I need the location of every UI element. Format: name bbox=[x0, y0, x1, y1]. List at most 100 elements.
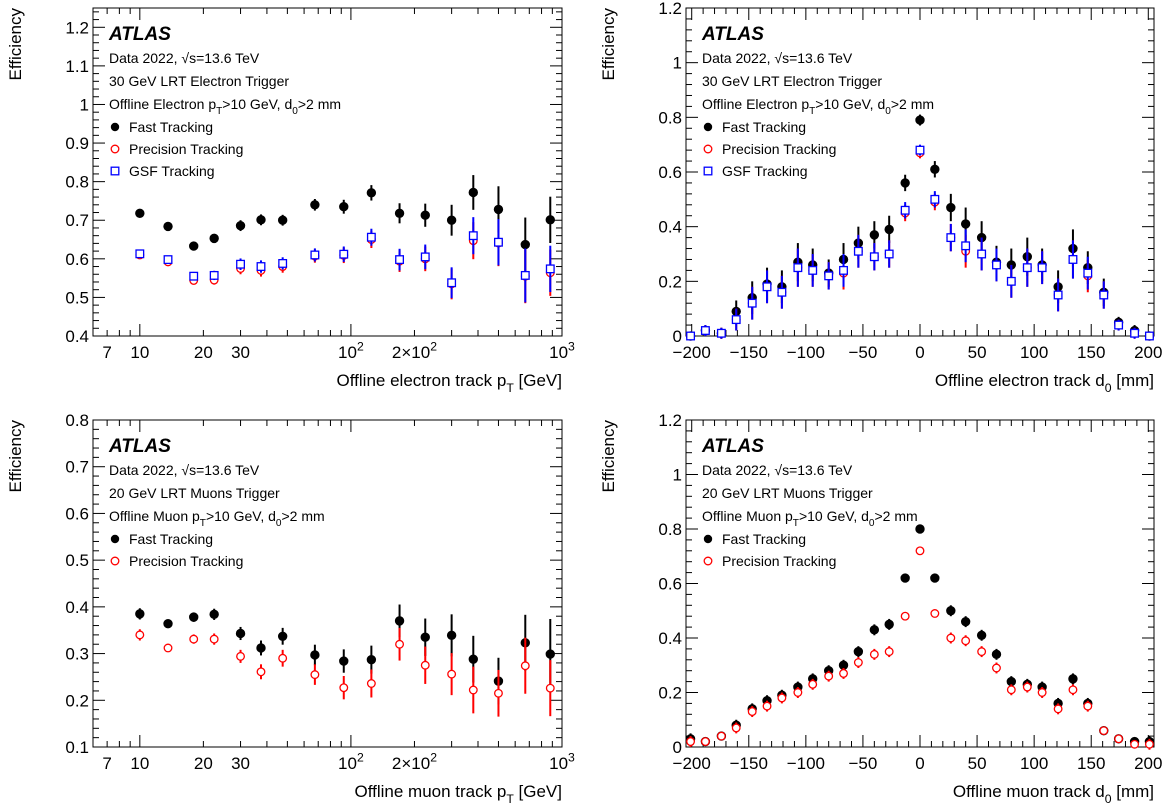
data-point bbox=[884, 647, 894, 657]
annotation: Offline Electron pT>10 GeV, d0>2 mm bbox=[109, 96, 341, 117]
y-tick-label: 0.4 bbox=[658, 218, 682, 237]
x-tick-label: −100 bbox=[787, 343, 825, 362]
x-tick-label: −50 bbox=[849, 754, 878, 773]
data-point bbox=[545, 264, 555, 274]
x-tick-label: 10 bbox=[130, 754, 149, 773]
x-tick-label: −200 bbox=[673, 754, 711, 773]
y-tick-label: 0.4 bbox=[65, 327, 89, 346]
data-point bbox=[446, 215, 457, 225]
data-point bbox=[447, 278, 457, 288]
data-point bbox=[869, 230, 880, 240]
y-tick-label: 0.1 bbox=[65, 738, 89, 757]
data-point bbox=[135, 630, 145, 640]
series-precision-tracking bbox=[135, 219, 555, 304]
x-tick-label: 0 bbox=[915, 343, 924, 362]
data-point bbox=[1144, 739, 1154, 749]
data-point bbox=[420, 210, 430, 220]
x-tick-label: 100 bbox=[1020, 343, 1048, 362]
data-point bbox=[884, 224, 894, 235]
data-point bbox=[1037, 688, 1047, 697]
data-point bbox=[545, 215, 555, 225]
legend-marker bbox=[703, 144, 713, 154]
x-tick-label: 200 bbox=[1134, 343, 1162, 362]
data-point bbox=[493, 204, 504, 215]
y-tick-label: 0.2 bbox=[65, 691, 89, 710]
data-point bbox=[884, 619, 894, 630]
data-point bbox=[447, 669, 457, 679]
x-tick-label: 150 bbox=[1077, 754, 1105, 773]
data-point bbox=[900, 178, 910, 188]
y-tick-label: 0.2 bbox=[658, 272, 682, 291]
data-point bbox=[961, 241, 971, 251]
annotation: Data 2022, √s=13.6 TeV bbox=[109, 462, 260, 478]
annotation: Offline Electron pT>10 GeV, d0>2 mm bbox=[702, 96, 934, 117]
data-point bbox=[278, 259, 288, 268]
data-point bbox=[209, 634, 219, 644]
data-point bbox=[930, 164, 940, 174]
data-point bbox=[946, 633, 956, 643]
y-tick-label: 0.7 bbox=[65, 211, 89, 230]
y-tick-label: 1.2 bbox=[65, 18, 89, 37]
x-tick-label: 2×102​ bbox=[392, 750, 437, 773]
data-point bbox=[394, 616, 405, 626]
data-point bbox=[339, 683, 349, 693]
data-point bbox=[961, 636, 971, 646]
x-tick-label: 2×102​ bbox=[392, 339, 437, 362]
y-tick-label: 1.2 bbox=[658, 411, 682, 430]
legend-marker bbox=[110, 166, 120, 176]
data-point bbox=[946, 606, 956, 616]
data-point bbox=[716, 328, 726, 338]
atlas-label: ATLAS bbox=[701, 436, 764, 457]
x-tick-label: 102​ bbox=[338, 339, 364, 362]
data-point bbox=[900, 573, 910, 583]
data-point bbox=[1068, 674, 1078, 684]
data-point bbox=[930, 573, 940, 583]
data-point bbox=[189, 634, 199, 644]
data-point bbox=[395, 255, 405, 265]
y-tick-label: 0 bbox=[673, 738, 682, 757]
data-point bbox=[209, 609, 219, 620]
data-point bbox=[930, 609, 940, 618]
data-point bbox=[1099, 290, 1109, 300]
annotation: Data 2022, √s=13.6 TeV bbox=[702, 50, 853, 66]
y-tick-label: 1 bbox=[80, 95, 89, 114]
data-point bbox=[930, 194, 940, 204]
data-point bbox=[420, 252, 430, 262]
x-tick-label: 100 bbox=[1020, 754, 1048, 773]
data-point bbox=[468, 187, 478, 198]
data-point bbox=[446, 630, 457, 641]
data-point bbox=[468, 654, 478, 664]
y-tick-label: 0.8 bbox=[65, 173, 89, 192]
plot-frame bbox=[92, 7, 563, 337]
data-point bbox=[135, 249, 145, 259]
x-tick-label: −150 bbox=[730, 754, 768, 773]
data-point bbox=[310, 200, 320, 210]
data-point bbox=[747, 707, 757, 717]
annotation: Data 2022, √s=13.6 TeV bbox=[109, 50, 260, 66]
data-point bbox=[869, 252, 879, 262]
y-tick-label: 0.8 bbox=[65, 411, 89, 430]
data-point bbox=[1144, 331, 1154, 341]
data-point bbox=[520, 270, 530, 280]
y-tick-label: 0.6 bbox=[65, 504, 89, 523]
data-point bbox=[520, 661, 530, 671]
x-tick-label: 7 bbox=[102, 343, 111, 362]
data-point bbox=[884, 249, 894, 259]
legend-marker bbox=[703, 534, 713, 544]
y-tick-label: 1 bbox=[673, 54, 682, 73]
x-tick-label: 103​ bbox=[549, 339, 575, 362]
x-tick-label: 102​ bbox=[338, 750, 364, 773]
data-point bbox=[339, 656, 349, 666]
data-point bbox=[189, 271, 199, 281]
y-tick-label: 0.5 bbox=[65, 551, 89, 570]
legend-label: Precision Tracking bbox=[722, 553, 836, 569]
x-axis-title: Offline electron track pT [GeV] bbox=[337, 371, 562, 395]
data-point bbox=[420, 632, 430, 642]
legend-label: GSF Tracking bbox=[722, 163, 808, 179]
data-point bbox=[777, 287, 787, 297]
legend-marker bbox=[703, 166, 713, 176]
legend-label: Fast Tracking bbox=[129, 531, 213, 547]
data-point bbox=[992, 260, 1001, 270]
data-point bbox=[900, 611, 910, 621]
x-tick-label: −100 bbox=[787, 754, 825, 773]
